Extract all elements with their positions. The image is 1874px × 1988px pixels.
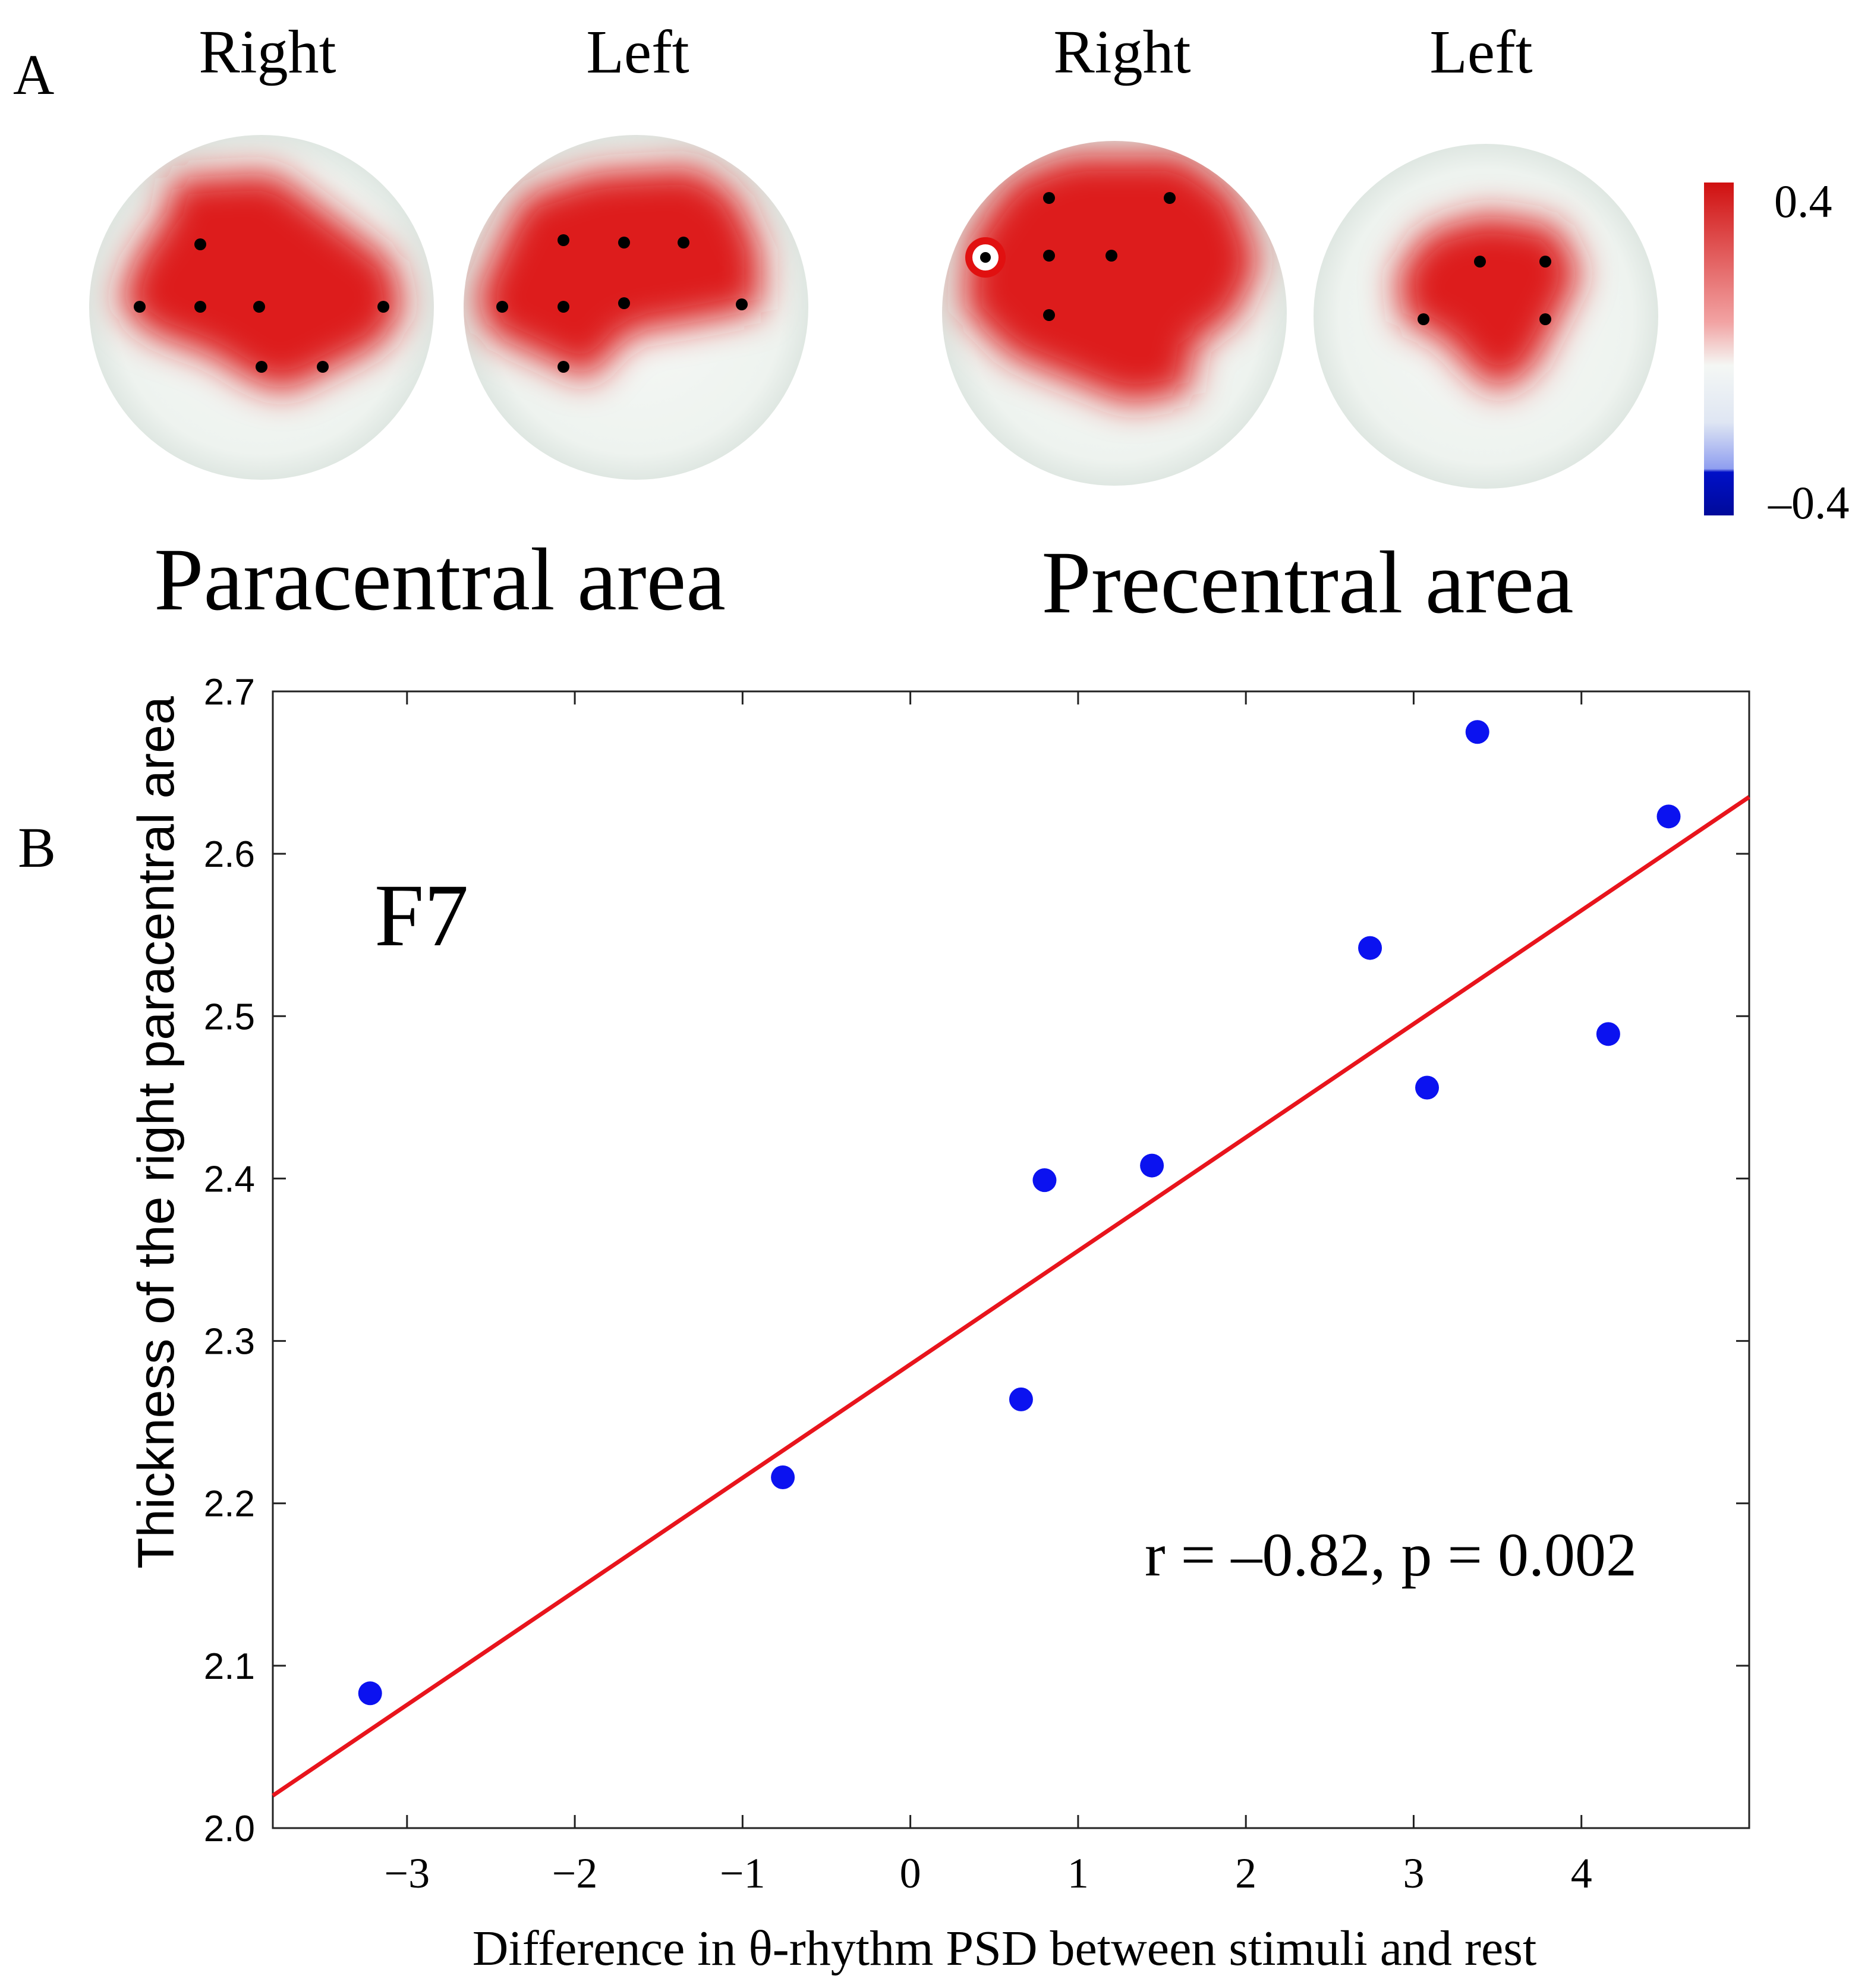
x-tick-label: −3 — [385, 1849, 430, 1897]
x-tick-label: 0 — [900, 1849, 921, 1897]
panel-a-label: A — [13, 43, 54, 106]
x-tick-label: 4 — [1571, 1849, 1592, 1897]
topomap-precentral-left — [1314, 144, 1658, 489]
electrode-dots — [496, 234, 748, 373]
panel-b-label: B — [18, 816, 56, 879]
data-point — [771, 1465, 795, 1490]
map-title-precentral-left: Left — [1429, 18, 1532, 86]
colorbar: 0.4 –0.4 — [1704, 175, 1850, 529]
data-point — [1032, 1168, 1057, 1193]
map-title-paracentral-left: Left — [586, 18, 689, 86]
data-point — [358, 1681, 382, 1706]
map-title-paracentral-right: Right — [199, 18, 336, 86]
topomap-precentral-right — [942, 141, 1287, 486]
electrode-annotation: F7 — [374, 866, 468, 965]
correlation-stats: r = –0.82, p = 0.002 — [1145, 1521, 1637, 1589]
y-tick-label: 2.1 — [204, 1646, 255, 1687]
electrode-dots — [134, 238, 389, 373]
y-axis-label: Thickness of the right paracentral area — [128, 696, 185, 1569]
y-tick-label: 2.7 — [204, 672, 255, 713]
data-point — [1596, 1022, 1620, 1046]
x-tick-label: 3 — [1403, 1849, 1424, 1897]
data-points — [358, 720, 1681, 1706]
data-point — [1656, 804, 1681, 829]
group-title-paracentral: Paracentral area — [154, 530, 726, 629]
topomap-paracentral-right — [89, 135, 434, 480]
panel-b: B 2.0 2.1 2.2 2.3 2.4 2.5 2.6 2.7 −3 −2 −1 0 1 2 3 4 F… — [18, 672, 1750, 1976]
plot-frame — [272, 690, 1750, 1829]
x-axis-label: Difference in θ-rhythm PSD between stimu… — [473, 1921, 1537, 1976]
y-tick-label: 2.6 — [204, 834, 255, 875]
data-point — [1358, 936, 1382, 960]
data-point — [1415, 1075, 1440, 1100]
map-title-precentral-right: Right — [1053, 18, 1190, 86]
x-tick-label: −2 — [552, 1849, 598, 1897]
x-tick-label: 1 — [1067, 1849, 1089, 1897]
data-point — [1009, 1387, 1033, 1411]
group-title-precentral: Precentral area — [1041, 533, 1573, 632]
colorbar-min-label: –0.4 — [1768, 477, 1850, 529]
panel-a: A Right Left Right Left — [13, 18, 1850, 632]
colorbar-gradient — [1704, 183, 1734, 515]
y-tick-label: 2.2 — [204, 1484, 255, 1525]
data-point — [1465, 720, 1489, 744]
colorbar-max-label: 0.4 — [1774, 175, 1832, 227]
electrode-dots — [1043, 192, 1176, 321]
x-axis: −3 −2 −1 0 1 2 3 4 — [385, 691, 1592, 1897]
y-tick-label: 2.4 — [204, 1159, 255, 1200]
regression-line — [272, 795, 1750, 1798]
y-tick-label: 2.0 — [204, 1808, 255, 1849]
topomap-paracentral-left — [464, 135, 808, 480]
scatter-plot: 2.02.12.22.32.42.52.62.7 −3 −2 −1 0 1 2 3 4 F7 … — [204, 672, 1750, 1897]
y-tick-label: 2.3 — [204, 1322, 255, 1363]
y-tick-label: 2.5 — [204, 996, 255, 1037]
x-tick-label: −1 — [720, 1849, 766, 1897]
electrode-dots — [1418, 256, 1551, 325]
data-point — [1140, 1153, 1164, 1178]
y-axis: 2.0 2.1 2.2 2.3 2.4 2.5 2.6 2.7 — [204, 672, 1749, 1849]
x-tick-label: 2 — [1235, 1849, 1256, 1897]
